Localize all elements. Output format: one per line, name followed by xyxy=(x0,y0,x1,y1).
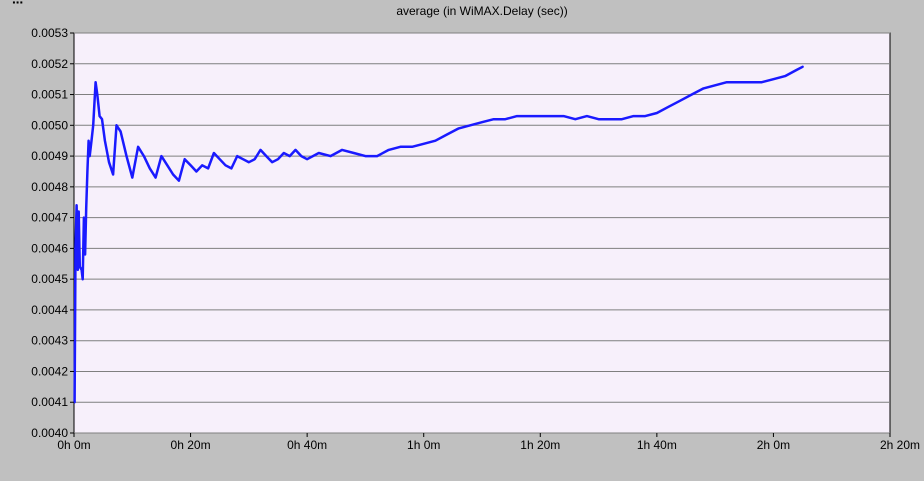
y-tick-label: 0.0040 xyxy=(31,426,68,440)
x-tick-label: 0h 40m xyxy=(287,438,327,452)
y-tick-label: 0.0044 xyxy=(31,303,68,317)
y-axis: 0.0040 0.0041 0.0042 0.0043 0.0044 0.0045 0.00… xyxy=(31,26,74,440)
chart-title: average (in WiMAX.Delay (sec)) xyxy=(396,4,568,18)
grid-lines xyxy=(74,32,890,434)
y-tick-label: 0.0053 xyxy=(31,26,68,40)
x-tick-label: 0h 20m xyxy=(171,438,211,452)
x-tick-label: 0h 0m xyxy=(57,438,90,452)
y-tick-label: 0.0046 xyxy=(31,241,68,255)
y-tick-label: 0.0048 xyxy=(31,180,68,194)
chart-menu-icon[interactable]: ··· xyxy=(12,0,24,10)
plot-background xyxy=(73,32,891,434)
x-tick-label: 1h 0m xyxy=(407,438,440,452)
x-axis: 0h 0m 0h 20m 0h 40m 1h 0m 1h 20m 1h 40m 2h 0m 2… xyxy=(57,433,920,452)
y-tick-label: 0.0050 xyxy=(31,118,68,132)
x-tick-label: 2h 0m xyxy=(757,438,790,452)
y-tick-label: 0.0052 xyxy=(31,57,68,71)
y-tick-label: 0.0045 xyxy=(31,272,68,286)
y-tick-label: 0.0049 xyxy=(31,149,68,163)
plot-area xyxy=(73,32,891,434)
series-line-0 xyxy=(73,65,804,404)
y-tick-label: 0.0043 xyxy=(31,334,68,348)
y-tick-label: 0.0042 xyxy=(31,364,68,378)
x-tick-label: 2h 20m xyxy=(880,438,920,452)
x-tick-label: 1h 20m xyxy=(520,438,560,452)
y-tick-label: 0.0047 xyxy=(31,211,68,225)
y-tick-label: 0.0051 xyxy=(31,88,68,102)
x-tick-label: 1h 40m xyxy=(637,438,677,452)
y-tick-label: 0.0041 xyxy=(31,395,68,409)
series-layer xyxy=(73,65,804,404)
